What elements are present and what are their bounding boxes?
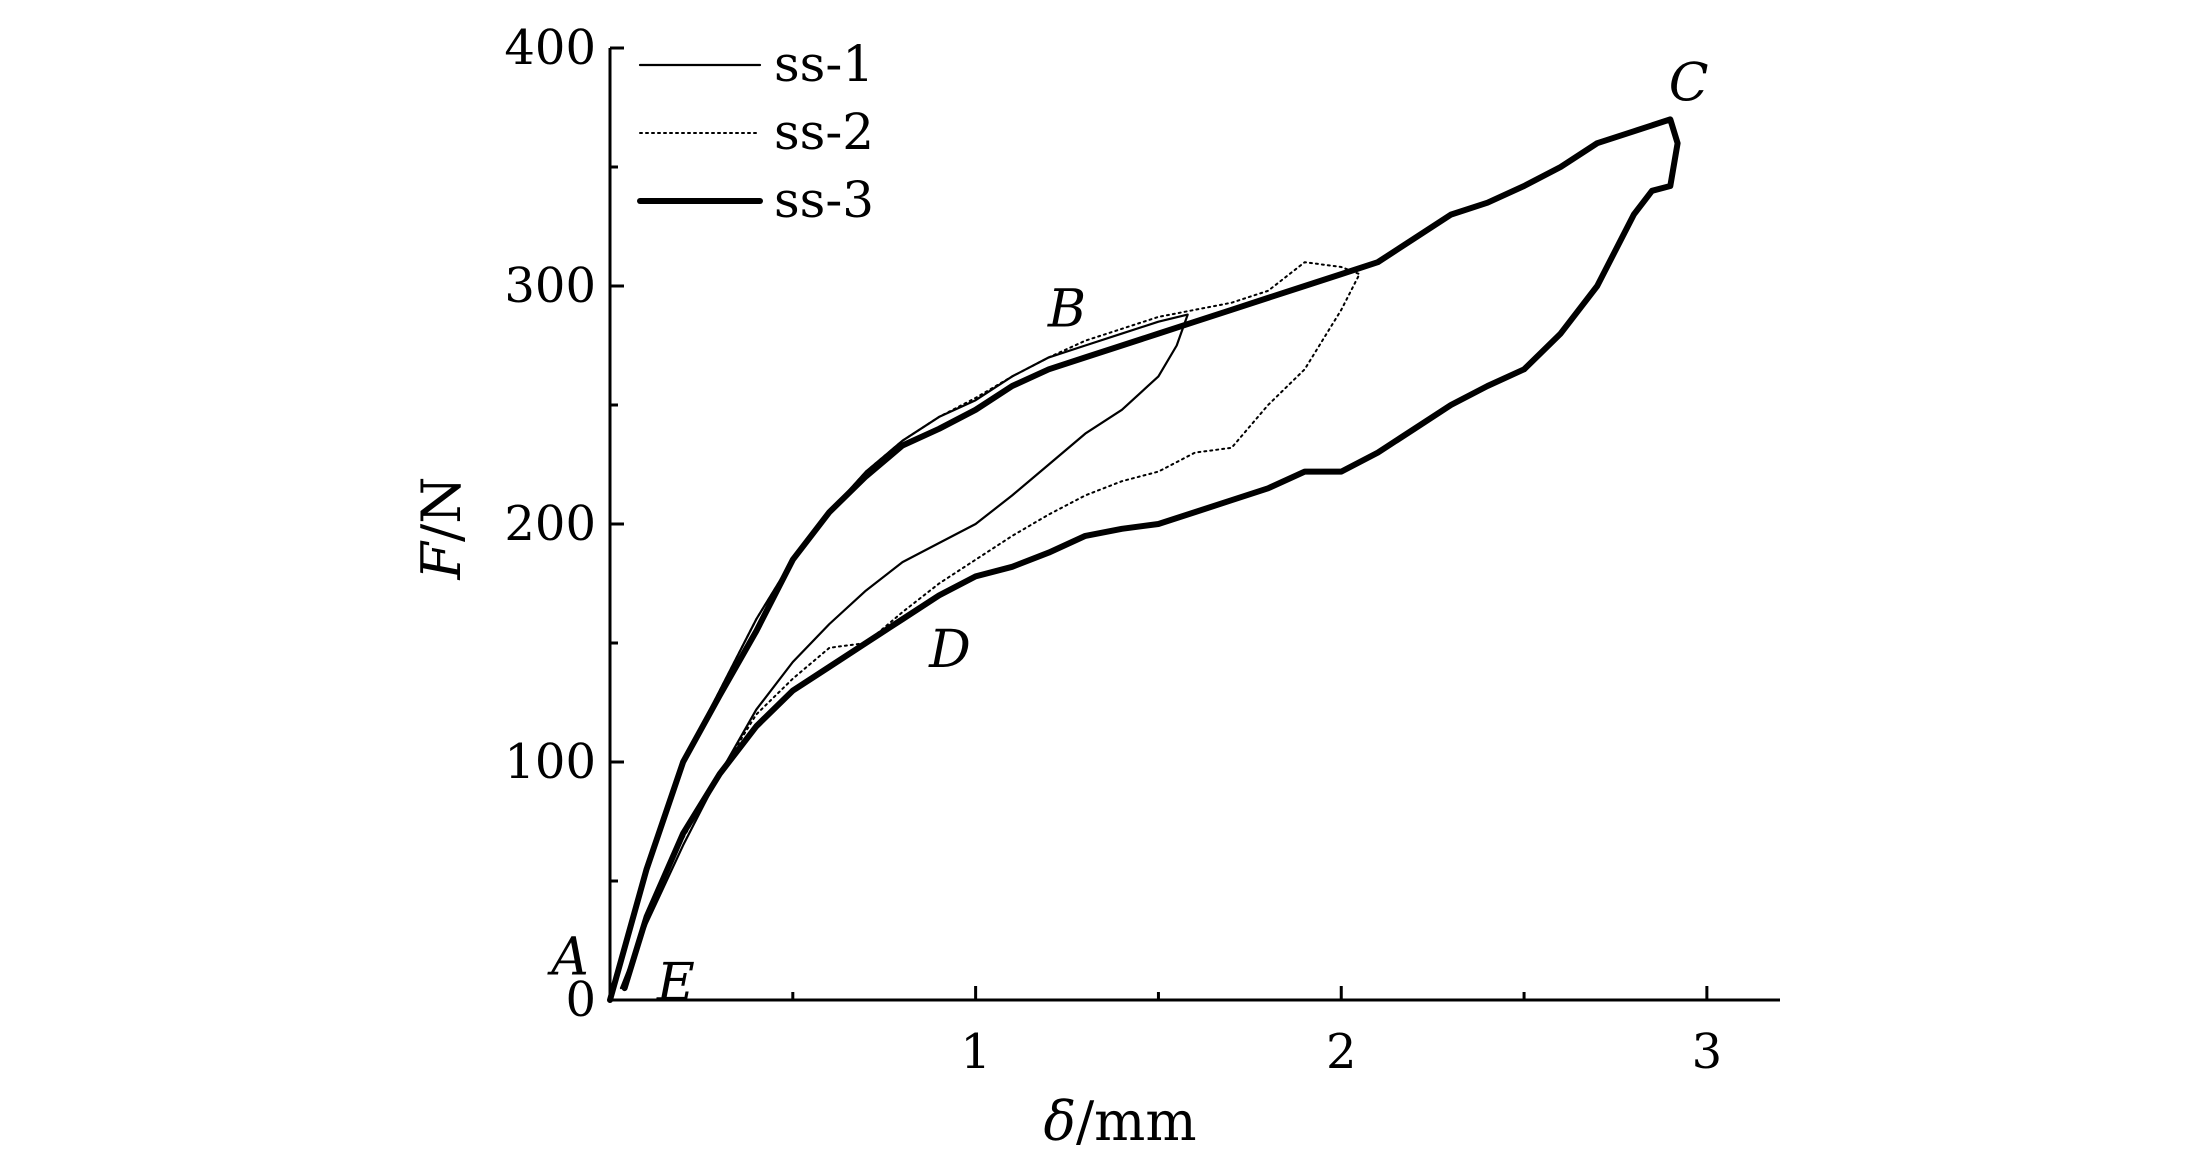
legend-label-ss-1: ss-1 — [774, 35, 874, 93]
legend-label-ss-3: ss-3 — [774, 171, 874, 229]
point-label-E: E — [656, 953, 695, 1013]
legend-label-ss-2: ss-2 — [774, 103, 874, 161]
series-line-ss-3 — [607, 116, 1681, 1003]
point-label-C: C — [1669, 53, 1709, 113]
x-tick-label: 3 — [1692, 1024, 1723, 1080]
y-tick-label: 200 — [504, 496, 596, 552]
legend: ss-1 ss-2 ss-3 — [637, 35, 874, 229]
y-axis-label: F/N — [410, 477, 473, 581]
series-line-ss-1 — [608, 313, 1189, 1002]
y-tick-label: 400 — [504, 20, 596, 76]
series-layer — [607, 116, 1681, 1003]
ticks: 0 100 200 300 400 1 2 3 — [504, 20, 1722, 1080]
point-label-A: A — [547, 927, 589, 987]
axis-labels: δ/mm F/N — [410, 477, 1197, 1153]
y-tick-label: 0 — [565, 972, 596, 1028]
x-axis-label: δ/mm — [1043, 1090, 1196, 1153]
point-label-D: D — [928, 620, 971, 680]
y-tick-label: 300 — [504, 258, 596, 314]
point-label-B: B — [1047, 279, 1086, 339]
annotations: A B C D E — [547, 53, 1708, 1013]
series-line-ss-2 — [609, 261, 1361, 1001]
x-tick-label: 2 — [1326, 1024, 1357, 1080]
y-tick-label: 100 — [504, 734, 596, 790]
x-tick-label: 1 — [960, 1024, 991, 1080]
